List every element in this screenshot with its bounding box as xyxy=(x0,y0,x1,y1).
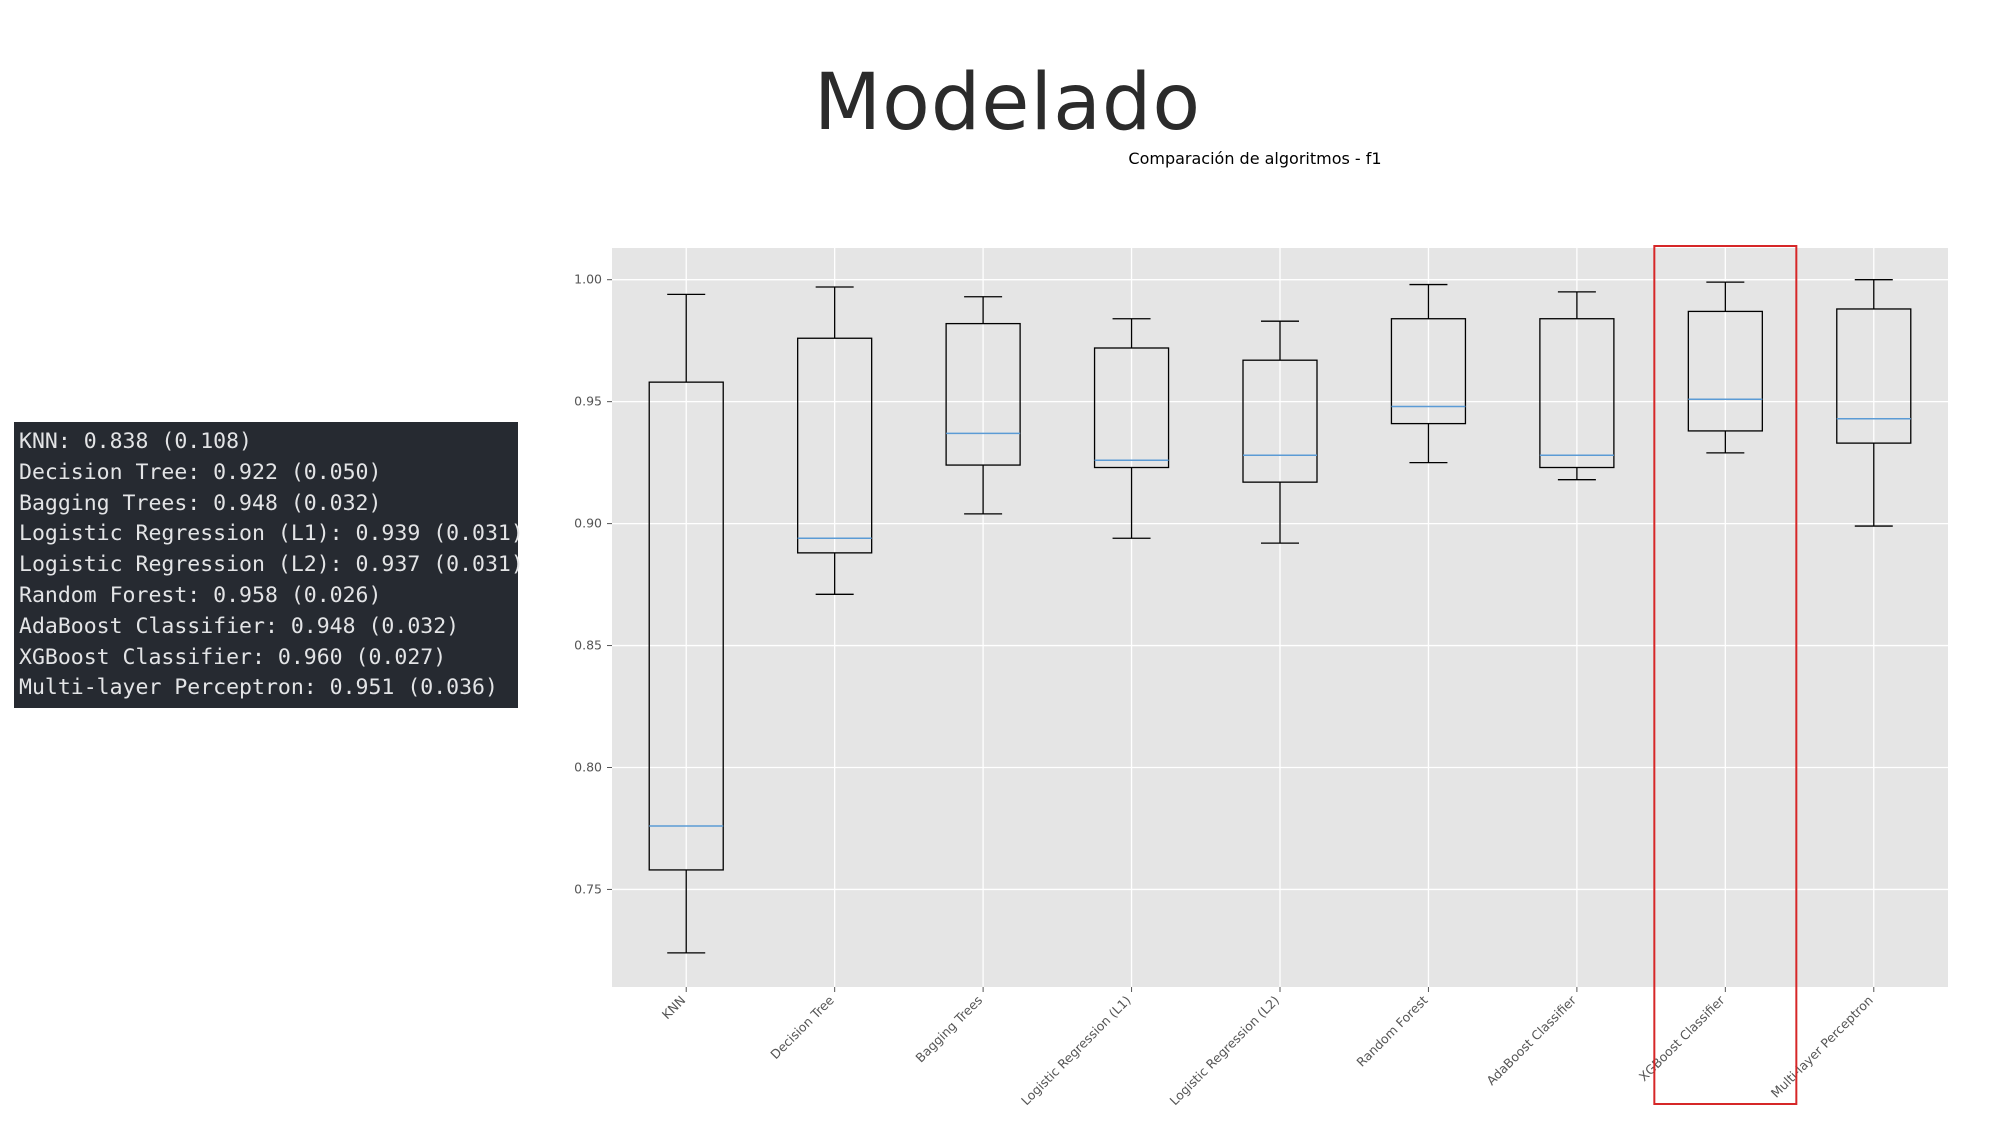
y-tick-label: 0.90 xyxy=(574,516,602,531)
x-tick-label: Bagging Trees xyxy=(912,993,985,1066)
x-tick-label: AdaBoost Classifier xyxy=(1483,992,1579,1088)
y-tick-label: 0.95 xyxy=(574,394,602,409)
x-tick-label: Multi-layer Perceptron xyxy=(1768,993,1876,1101)
box-iqr xyxy=(1836,308,1912,444)
console-line: Decision Tree: 0.922 (0.050) xyxy=(19,459,382,485)
console-line: KNN: 0.838 (0.108) xyxy=(19,429,252,454)
x-tick-label: Decision Tree xyxy=(767,992,837,1062)
box-iqr xyxy=(797,337,873,554)
console-line: Multi-layer Perceptron: 0.951 (0.036) xyxy=(19,675,498,701)
y-tick-label: 0.75 xyxy=(574,881,602,896)
x-tick-label: Logistic Regression (L2) xyxy=(1166,993,1282,1109)
box-iqr xyxy=(648,381,724,871)
box-iqr xyxy=(1539,318,1615,469)
console-line: Random Forest: 0.958 (0.026) xyxy=(19,582,382,608)
x-tick-label: KNN xyxy=(659,993,689,1023)
console-line: Logistic Regression (L1): 0.939 (0.031) xyxy=(19,521,524,547)
box-iqr xyxy=(1242,359,1318,483)
chart-title: Comparación de algoritmos - f1 xyxy=(1128,149,1381,168)
console-line: XGBoost Classifier: 0.960 (0.027) xyxy=(19,644,447,670)
box-iqr xyxy=(1687,310,1763,432)
y-tick-label: 0.85 xyxy=(574,638,602,653)
x-tick-label: XGBoost Classifier xyxy=(1636,992,1728,1084)
console-line: AdaBoost Classifier: 0.948 (0.032) xyxy=(19,613,460,639)
x-tick-label: Logistic Regression (L1) xyxy=(1018,993,1134,1109)
console-line: Bagging Trees: 0.948 (0.032) xyxy=(19,490,382,516)
y-tick-label: 0.80 xyxy=(574,759,602,774)
box-iqr xyxy=(1390,318,1467,425)
box-iqr xyxy=(1093,347,1170,469)
slide-title: Modelado xyxy=(813,58,1202,148)
x-tick-label: Random Forest xyxy=(1353,992,1430,1069)
console-line: Logistic Regression (L2): 0.937 (0.031) xyxy=(19,552,524,578)
box-iqr xyxy=(945,322,1021,466)
console-output: KNN: 0.838 (0.108) Decision Tree: 0.922 … xyxy=(14,422,524,708)
y-tick-label: 1.00 xyxy=(574,272,602,287)
highlight-box xyxy=(1653,245,1798,1105)
